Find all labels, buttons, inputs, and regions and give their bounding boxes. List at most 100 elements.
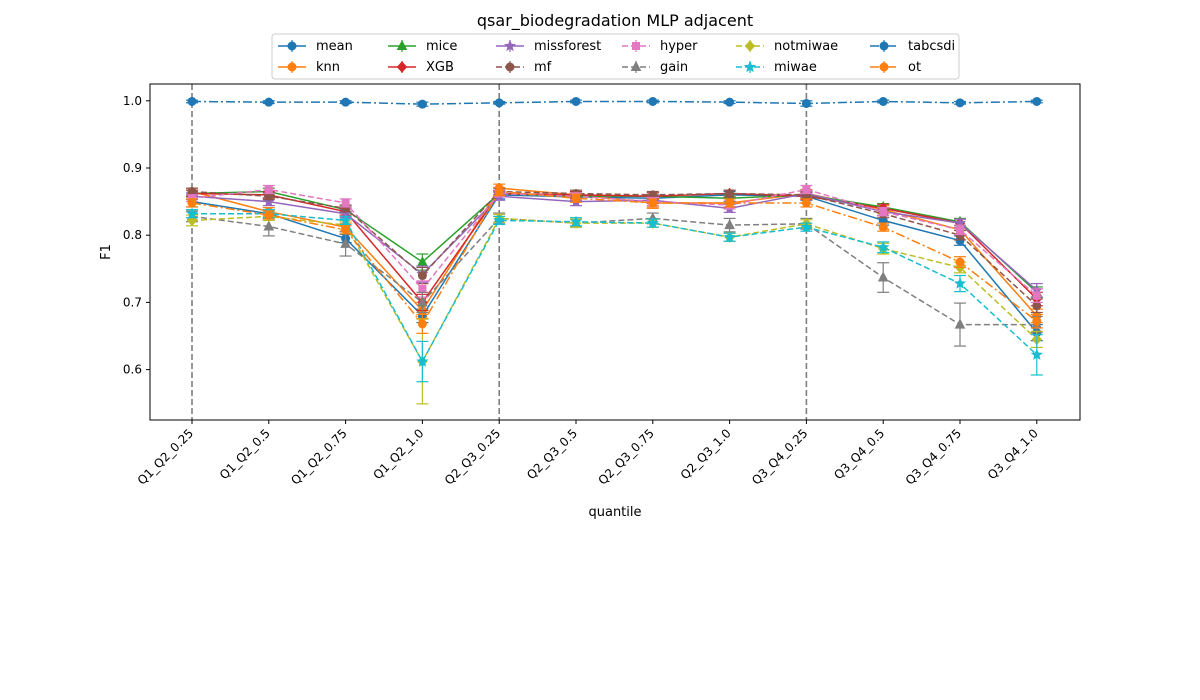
data-point	[287, 41, 297, 51]
y-tick-label: 0.8	[123, 228, 142, 242]
legend-box	[271, 33, 960, 80]
series-mf	[186, 187, 1043, 314]
data-point	[263, 220, 275, 231]
legend-item-notmiwae[interactable]: notmiwae	[736, 39, 838, 54]
legend-item-mice[interactable]: mice	[388, 39, 457, 54]
data-point	[723, 230, 736, 243]
data-point	[416, 355, 429, 367]
series-line	[191, 188, 1038, 297]
y-tick-label: 0.9	[123, 161, 142, 175]
data-point	[417, 271, 427, 281]
data-point	[287, 62, 297, 72]
x-tick-label: Q2_Q3_0.75	[595, 426, 656, 487]
series-line	[191, 190, 1038, 307]
x-tick-label: Q2_Q3_0.25	[442, 426, 503, 487]
legend-item-missforest[interactable]: missforest	[496, 39, 601, 54]
legend-label: hyper	[660, 39, 698, 54]
legend-item-XGB[interactable]: XGB	[388, 60, 454, 75]
data-point	[646, 216, 659, 229]
legend-label: missforest	[534, 39, 601, 54]
data-point	[264, 185, 273, 194]
chart-title: qsar_biodegradation MLP adjacent	[477, 11, 753, 31]
legend-item-mf[interactable]: mf	[496, 60, 552, 75]
data-point	[340, 237, 351, 248]
series-line	[191, 187, 1038, 317]
data-point	[801, 198, 811, 208]
legend-label: miwae	[774, 60, 817, 75]
data-point	[1030, 348, 1043, 361]
data-point	[879, 41, 889, 51]
series-gain	[186, 210, 1043, 347]
data-point	[954, 318, 966, 329]
series-mice	[186, 185, 1043, 299]
y-tick-label: 0.7	[123, 295, 142, 309]
data-point	[724, 219, 735, 230]
data-point	[417, 99, 427, 109]
data-point	[878, 96, 888, 106]
data-point	[1032, 96, 1042, 106]
data-point	[879, 62, 889, 72]
legend-label: mf	[534, 60, 552, 75]
data-point	[956, 225, 964, 234]
data-point	[877, 271, 889, 282]
data-point	[396, 61, 408, 73]
legend-item-hyper[interactable]: hyper	[622, 39, 698, 54]
data-point	[494, 98, 504, 108]
legend[interactable]: mean knn mice XGB missforest mf hyper gain notmi…	[271, 33, 960, 80]
x-tick-label: Q2_Q3_1.0	[678, 426, 734, 482]
x-tick-label: Q1_Q2_0.5	[217, 426, 273, 482]
legend-item-mean[interactable]: mean	[278, 39, 353, 54]
x-axis-label: quantile	[588, 505, 641, 520]
data-point	[187, 96, 197, 106]
series-line	[192, 212, 1038, 364]
legend-label: gain	[660, 60, 688, 75]
legend-label: knn	[316, 60, 340, 75]
x-tick-label: Q3_Q4_0.5	[831, 426, 887, 482]
series-line	[191, 194, 1038, 334]
data-point	[571, 96, 581, 106]
series-line	[191, 192, 1038, 304]
data-point	[648, 198, 658, 208]
data-point	[725, 198, 735, 208]
series-tabcsdi	[186, 96, 1043, 109]
series-line	[191, 192, 1038, 291]
series-line	[191, 215, 1037, 326]
y-axis-label: F1	[99, 244, 114, 260]
x-tick-label: Q2_Q3_0.5	[524, 426, 580, 482]
data-point	[341, 97, 351, 107]
data-point	[877, 240, 890, 253]
data-point	[630, 60, 642, 71]
legend-label: XGB	[426, 60, 454, 75]
x-tick-label: Q3_Q4_0.75	[903, 426, 964, 487]
data-point	[801, 98, 811, 108]
data-point	[185, 207, 199, 219]
legend-label: notmiwae	[774, 39, 838, 54]
legend-label: tabcsdi	[908, 39, 955, 54]
data-point	[494, 187, 504, 197]
legend-item-tabcsdi[interactable]: tabcsdi	[870, 39, 955, 54]
x-tick-label: Q1_Q2_1.0	[370, 426, 426, 482]
data-point	[632, 42, 640, 50]
series-XGB	[186, 187, 1043, 312]
data-point	[418, 284, 427, 293]
data-point	[187, 198, 197, 208]
x-tick-label: Q1_Q2_0.25	[135, 426, 196, 487]
legend-item-miwae[interactable]: miwae	[736, 60, 817, 75]
data-point	[264, 210, 274, 220]
data-point	[503, 39, 517, 52]
data-point	[341, 225, 351, 235]
legend-item-knn[interactable]: knn	[278, 60, 340, 75]
data-point	[744, 40, 756, 52]
series-line	[191, 190, 1038, 293]
data-point	[725, 97, 735, 107]
series-line	[191, 190, 1038, 326]
series-line	[191, 100, 1037, 105]
legend-item-ot[interactable]: ot	[870, 60, 921, 75]
series-miwae	[185, 207, 1043, 383]
y-tick-label: 1.0	[123, 94, 142, 108]
series-notmiwae	[186, 210, 1043, 405]
data-point	[725, 189, 735, 199]
legend-item-gain[interactable]: gain	[622, 60, 688, 75]
data-point	[417, 319, 427, 329]
